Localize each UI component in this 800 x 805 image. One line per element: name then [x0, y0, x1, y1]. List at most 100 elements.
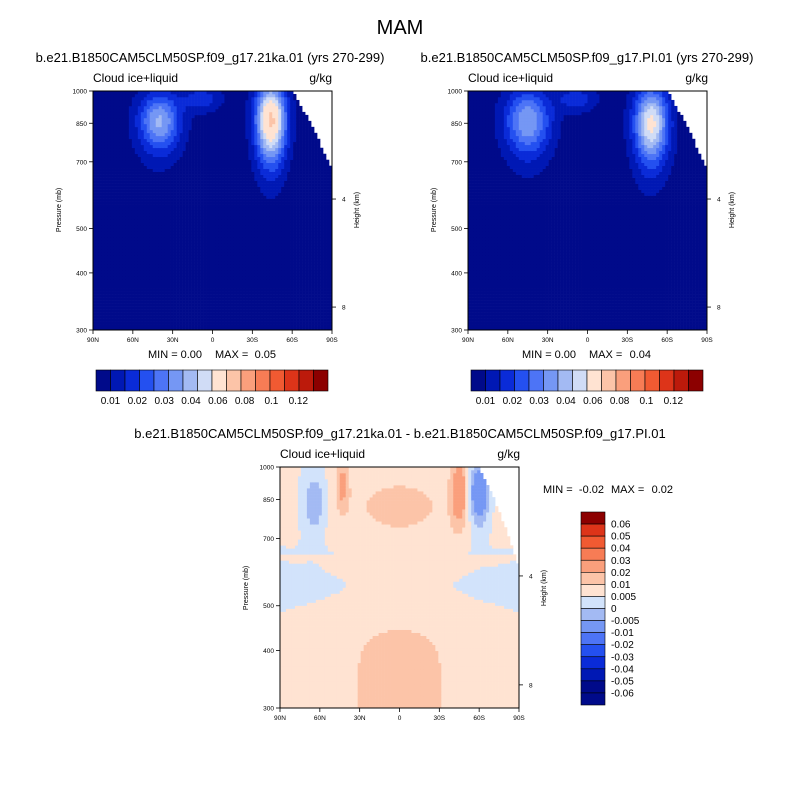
heatmap-cell	[140, 129, 145, 134]
heatmap-cell	[242, 315, 246, 319]
heatmap-cell	[218, 117, 222, 122]
heatmap-cell	[134, 252, 139, 256]
heatmap-cell	[269, 96, 273, 101]
heatmap-cell	[263, 171, 267, 175]
heatmap-cell	[119, 270, 124, 274]
heatmap-cell	[173, 273, 177, 277]
heatmap-cell	[191, 117, 195, 122]
heatmap-cell	[173, 300, 177, 304]
heatmap-cell	[209, 231, 213, 235]
heatmap-cell	[140, 300, 145, 304]
heatmap-cell	[182, 210, 186, 214]
heatmap-cell	[203, 246, 207, 250]
heatmap-cell	[206, 153, 210, 158]
heatmap-cell	[218, 231, 222, 235]
heatmap-cell	[197, 207, 201, 211]
heatmap-cell	[116, 195, 121, 199]
heatmap-cell	[107, 132, 112, 137]
heatmap-cell	[122, 123, 127, 128]
heatmap-cell	[257, 126, 261, 131]
heatmap-cell	[128, 93, 133, 98]
heatmap-cell	[137, 183, 142, 187]
heatmap-cell	[128, 207, 133, 211]
heatmap-cell	[140, 144, 145, 149]
heatmap-cell	[194, 117, 198, 122]
heatmap-cell	[275, 213, 279, 217]
heatmap-cell	[227, 213, 231, 217]
heatmap-cell	[140, 192, 145, 196]
heatmap-cell	[257, 96, 261, 101]
heatmap-cell	[104, 213, 109, 217]
heatmap-cell	[110, 225, 115, 229]
heatmap-cell	[224, 297, 228, 301]
heatmap-cell	[98, 327, 103, 331]
heatmap-cell	[164, 213, 168, 217]
heatmap-cell	[248, 237, 252, 241]
heatmap-cell	[164, 117, 168, 122]
heatmap-cell	[236, 303, 240, 307]
heatmap-cell	[242, 117, 246, 122]
heatmap-cell	[245, 240, 249, 244]
heatmap-cell	[203, 108, 207, 113]
heatmap-cell	[251, 126, 255, 131]
heatmap-cell	[242, 273, 246, 277]
heatmap-cell	[98, 165, 103, 169]
heatmap-cell	[269, 171, 273, 175]
heatmap-cell	[93, 270, 97, 274]
heatmap-cell	[194, 225, 198, 229]
heatmap-cell	[248, 126, 252, 131]
heatmap-cell	[200, 135, 204, 140]
heatmap-cell	[140, 258, 145, 262]
heatmap-cell	[185, 288, 189, 292]
heatmap-cell	[242, 267, 246, 271]
heatmap-cell	[164, 288, 168, 292]
heatmap-cell	[173, 195, 177, 199]
heatmap-cell	[167, 228, 171, 232]
heatmap-cell	[122, 129, 127, 134]
heatmap-cell	[149, 207, 154, 211]
heatmap-cell	[188, 222, 192, 226]
heatmap-cell	[173, 297, 177, 301]
heatmap-cell	[224, 189, 228, 193]
heatmap-cell	[200, 255, 204, 259]
heatmap-cell	[185, 282, 189, 286]
heatmap-cell	[119, 144, 124, 149]
heatmap-cell	[209, 237, 213, 241]
heatmap-cell	[134, 213, 139, 217]
heatmap-cell	[140, 153, 145, 158]
heatmap-cell	[203, 159, 207, 163]
heatmap-cell	[200, 243, 204, 247]
heatmap-cell	[146, 312, 151, 316]
heatmap-cell	[215, 294, 219, 298]
heatmap-cell	[122, 315, 127, 319]
heatmap-cell	[125, 159, 130, 163]
heatmap-cell	[254, 96, 258, 101]
heatmap-cell	[182, 246, 186, 250]
heatmap-cell	[227, 309, 231, 313]
heatmap-cell	[209, 108, 213, 113]
heatmap-cell	[134, 294, 139, 298]
heatmap-cell	[149, 303, 154, 307]
heatmap-cell	[122, 252, 127, 256]
heatmap-cell	[218, 183, 222, 187]
heatmap-cell	[101, 261, 106, 265]
heatmap-cell	[242, 120, 246, 125]
heatmap-cell	[269, 294, 273, 298]
heatmap-cell	[218, 243, 222, 247]
figure-title: MAM	[377, 17, 424, 39]
heatmap-cell	[275, 210, 279, 214]
heatmap-cell	[131, 228, 136, 232]
heatmap-cell	[248, 279, 252, 283]
heatmap-cell	[158, 189, 163, 193]
heatmap-cell	[209, 102, 213, 107]
heatmap-cell	[188, 96, 192, 101]
heatmap-cell	[93, 213, 97, 217]
heatmap-cell	[254, 162, 258, 166]
heatmap-cell	[122, 156, 127, 161]
heatmap-cell	[230, 177, 234, 181]
heatmap-cell	[95, 99, 100, 104]
heatmap-cell	[164, 174, 168, 178]
heatmap-cell	[128, 282, 133, 286]
heatmap-cell	[119, 159, 124, 163]
heatmap-cell	[116, 288, 121, 292]
